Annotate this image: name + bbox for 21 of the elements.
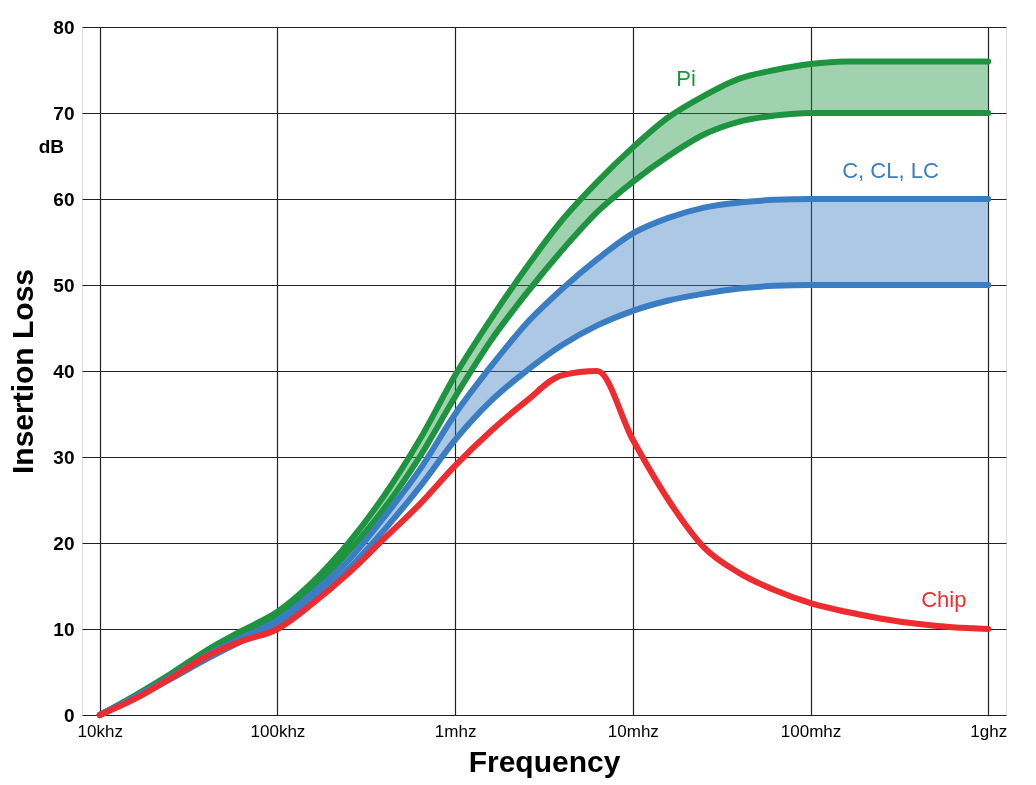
y-axis-title: Insertion Loss [6,268,40,475]
y-tick-label: 20 [53,532,75,554]
x-tick-label: 100khz [250,721,306,741]
series-label: Pi [676,65,696,91]
series-label: C, CL, LC [842,158,939,183]
y-tick-label: 40 [53,360,75,382]
y-tick-label: 30 [53,446,75,468]
y-tick-label: 60 [53,188,75,210]
y-tick-label: 0 [63,704,75,726]
x-tick-label: 10mhz [607,721,659,741]
y-tick-label: 80 [53,16,75,38]
y-tick-label: 10 [53,618,75,640]
x-axis-title: Frequency [468,744,621,778]
y-tick-label: 70 [53,102,75,124]
x-tick-label: 1ghz [970,721,1008,741]
x-tick-label: 10khz [77,721,123,741]
y-tick-label: 50 [53,274,75,296]
text: dB [38,136,64,157]
x-tick-label: 1mhz [434,721,477,741]
x-tick-label: 100mhz [780,721,842,741]
series-label: Chip [921,587,967,613]
